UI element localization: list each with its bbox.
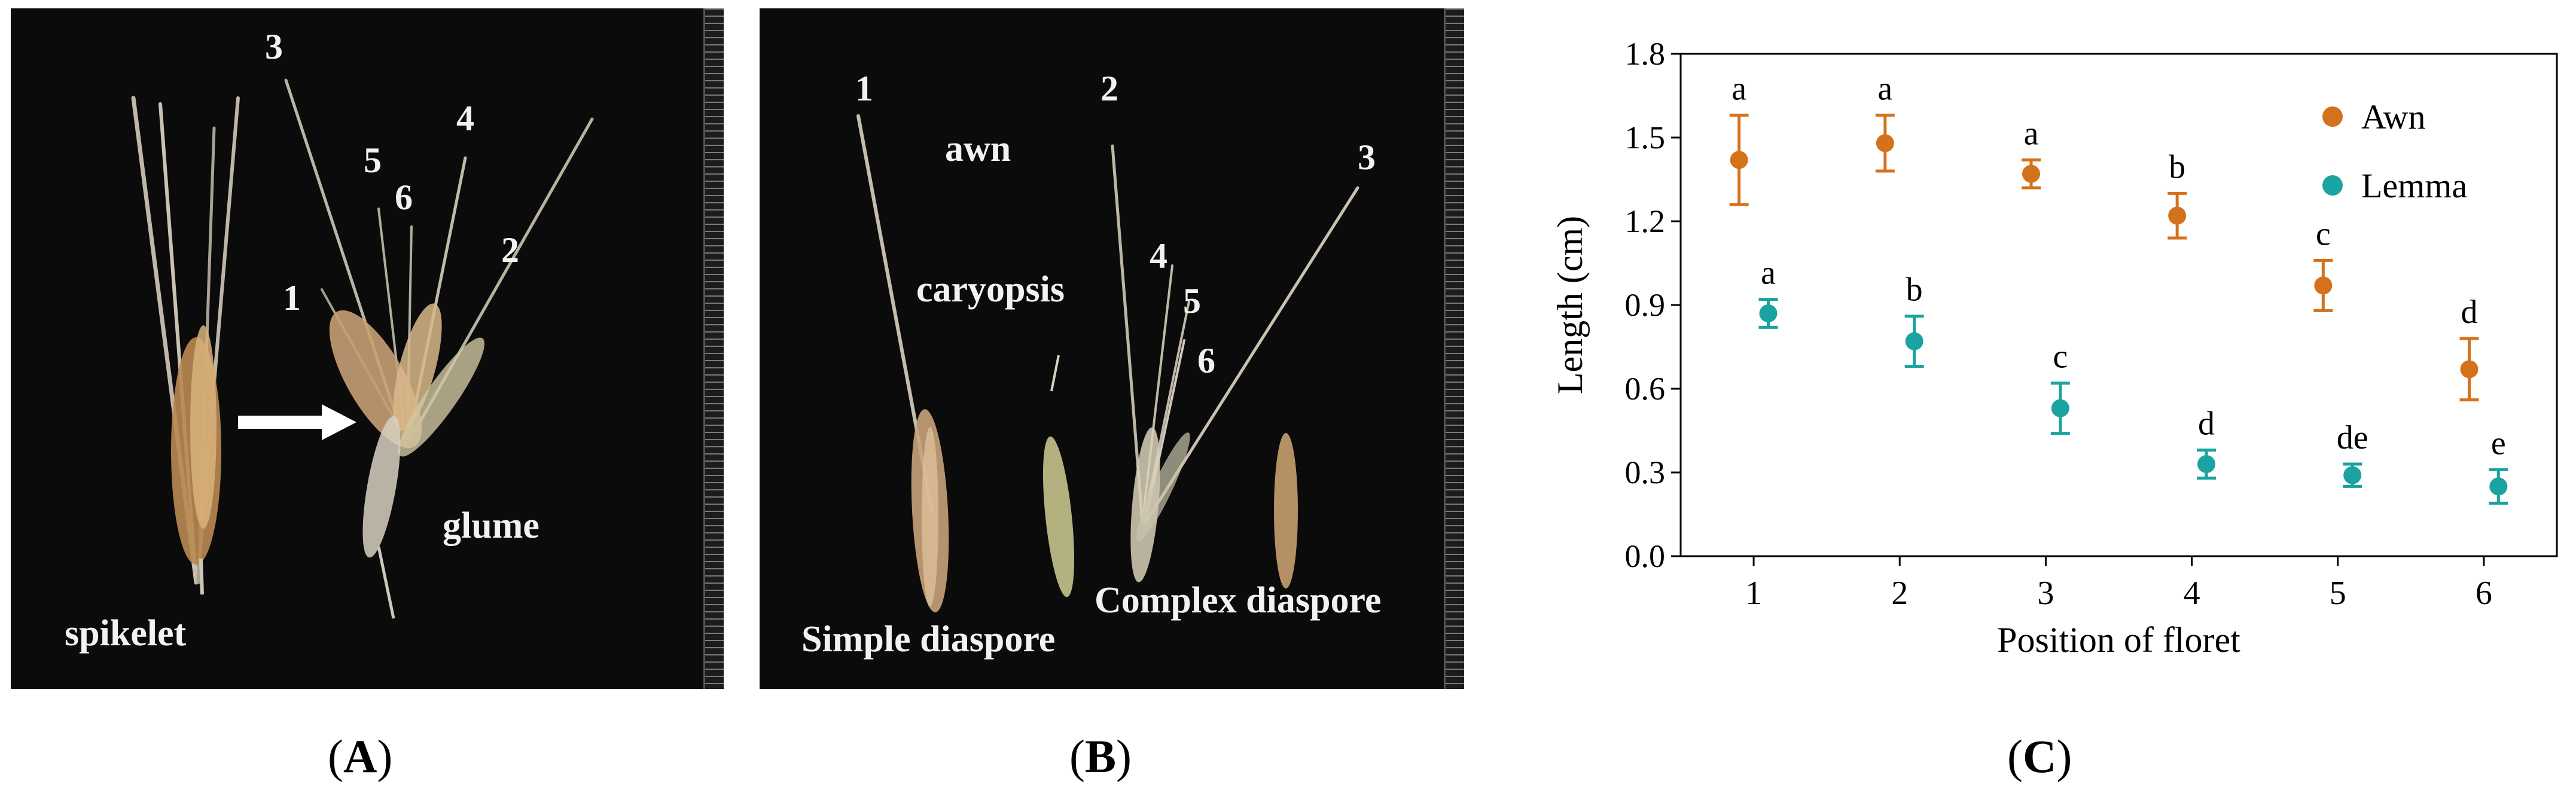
- floret-label-2: 2: [1100, 69, 1118, 108]
- x-tick-label: 6: [2476, 575, 2492, 612]
- floret-label-3: 3: [265, 27, 283, 66]
- diaspore-photo-illustration: [856, 114, 1359, 612]
- chart-marks: a a a b c d a b c d de e: [1729, 71, 2508, 505]
- data-point: [2489, 477, 2508, 496]
- chart-axes: 0.0 0.3 0.6 0.9 1.2 1.5 1.8 1 2 3 4 5 6 Position of f…: [1550, 36, 2558, 660]
- floret-label-5: 5: [364, 141, 382, 180]
- data-point: [2168, 206, 2187, 225]
- ruler: [703, 8, 724, 689]
- photo-panel-a: 3 4 5 6 2 1 glume spikelet: [11, 8, 724, 689]
- significance-letter: a: [1761, 255, 1776, 292]
- legend-marker: [2322, 106, 2343, 127]
- caption-b: (B): [1069, 730, 1132, 782]
- significance-letter: e: [2491, 425, 2506, 462]
- significance-letter: b: [2169, 148, 2185, 185]
- significance-letter: c: [2316, 215, 2331, 252]
- floret-label-1: 1: [283, 278, 301, 318]
- significance-letter: a: [1877, 71, 1892, 108]
- floret-label-3: 3: [1358, 138, 1376, 177]
- x-tick-label: 5: [2330, 575, 2346, 612]
- x-axis-label: Position of floret: [1997, 620, 2240, 660]
- y-axis-label: Length (cm): [1550, 216, 1590, 394]
- x-tick-label: 4: [2184, 575, 2200, 612]
- data-point: [2314, 276, 2333, 295]
- data-point: [2460, 360, 2479, 379]
- floret-label-2: 2: [501, 230, 519, 270]
- floret-length-chart: 0.0 0.3 0.6 0.9 1.2 1.5 1.8 1 2 3 4 5 6 Position of f…: [1550, 36, 2558, 660]
- caption-a: (A): [328, 730, 393, 782]
- caption-c: (C): [2007, 730, 2072, 782]
- legend-marker: [2322, 175, 2343, 196]
- data-point: [1876, 134, 1894, 153]
- data-point: [1759, 304, 1778, 322]
- data-point: [1905, 332, 1923, 350]
- y-tick-label: 0.3: [1625, 455, 1666, 490]
- data-point: [2197, 455, 2215, 473]
- glume-label: glume: [443, 505, 539, 546]
- floret-label-1: 1: [855, 69, 873, 108]
- significance-letter: c: [2053, 338, 2068, 376]
- photo-panel-b: 1 awn caryopsis 2 3 4 5 6 Complex diaspo…: [760, 8, 1464, 689]
- significance-letter: b: [1906, 272, 1923, 309]
- floret-label-6: 6: [1197, 341, 1215, 380]
- x-tick-label: 3: [2037, 575, 2054, 612]
- y-tick-label: 1.8: [1625, 36, 1666, 72]
- data-point: [2343, 466, 2362, 484]
- data-point: [2051, 399, 2069, 417]
- significance-letter: d: [2198, 405, 2215, 443]
- caryopsis-label: caryopsis: [916, 269, 1065, 310]
- y-tick-label: 1.2: [1625, 203, 1666, 239]
- data-point: [1730, 151, 1748, 169]
- x-tick-label: 1: [1745, 575, 1762, 612]
- spikelet-label: spikelet: [65, 613, 187, 654]
- chart-panel-c: 0.0 0.3 0.6 0.9 1.2 1.5 1.8 1 2 3 4 5 6 Position of f…: [1513, 0, 2576, 694]
- legend-label: Awn: [2361, 97, 2425, 136]
- floret-label-4: 4: [456, 99, 474, 138]
- floret-label-6: 6: [395, 178, 413, 217]
- y-tick-label: 1.5: [1625, 120, 1666, 155]
- y-tick-label: 0.9: [1625, 287, 1666, 323]
- x-tick-label: 2: [1891, 575, 1908, 612]
- floret-label-5: 5: [1183, 281, 1201, 321]
- simple-diaspore-label: Simple diaspore: [801, 619, 1056, 660]
- chart-legend: Awn Lemma: [2322, 97, 2467, 205]
- significance-letter: de: [2337, 419, 2368, 456]
- significance-letter: a: [1731, 71, 1746, 108]
- awn-label: awn: [945, 129, 1011, 169]
- spikelet-photo-illustration: [131, 78, 594, 619]
- data-point: [2022, 164, 2040, 183]
- y-tick-label: 0.6: [1625, 371, 1666, 407]
- legend-label: Lemma: [2361, 166, 2467, 205]
- y-tick-label: 0.0: [1625, 538, 1666, 574]
- ruler: [1444, 8, 1464, 689]
- significance-letter: a: [2024, 115, 2039, 152]
- complex-diaspore-label: Complex diaspore: [1095, 580, 1382, 621]
- significance-letter: d: [2461, 294, 2478, 331]
- floret-label-4: 4: [1150, 236, 1167, 276]
